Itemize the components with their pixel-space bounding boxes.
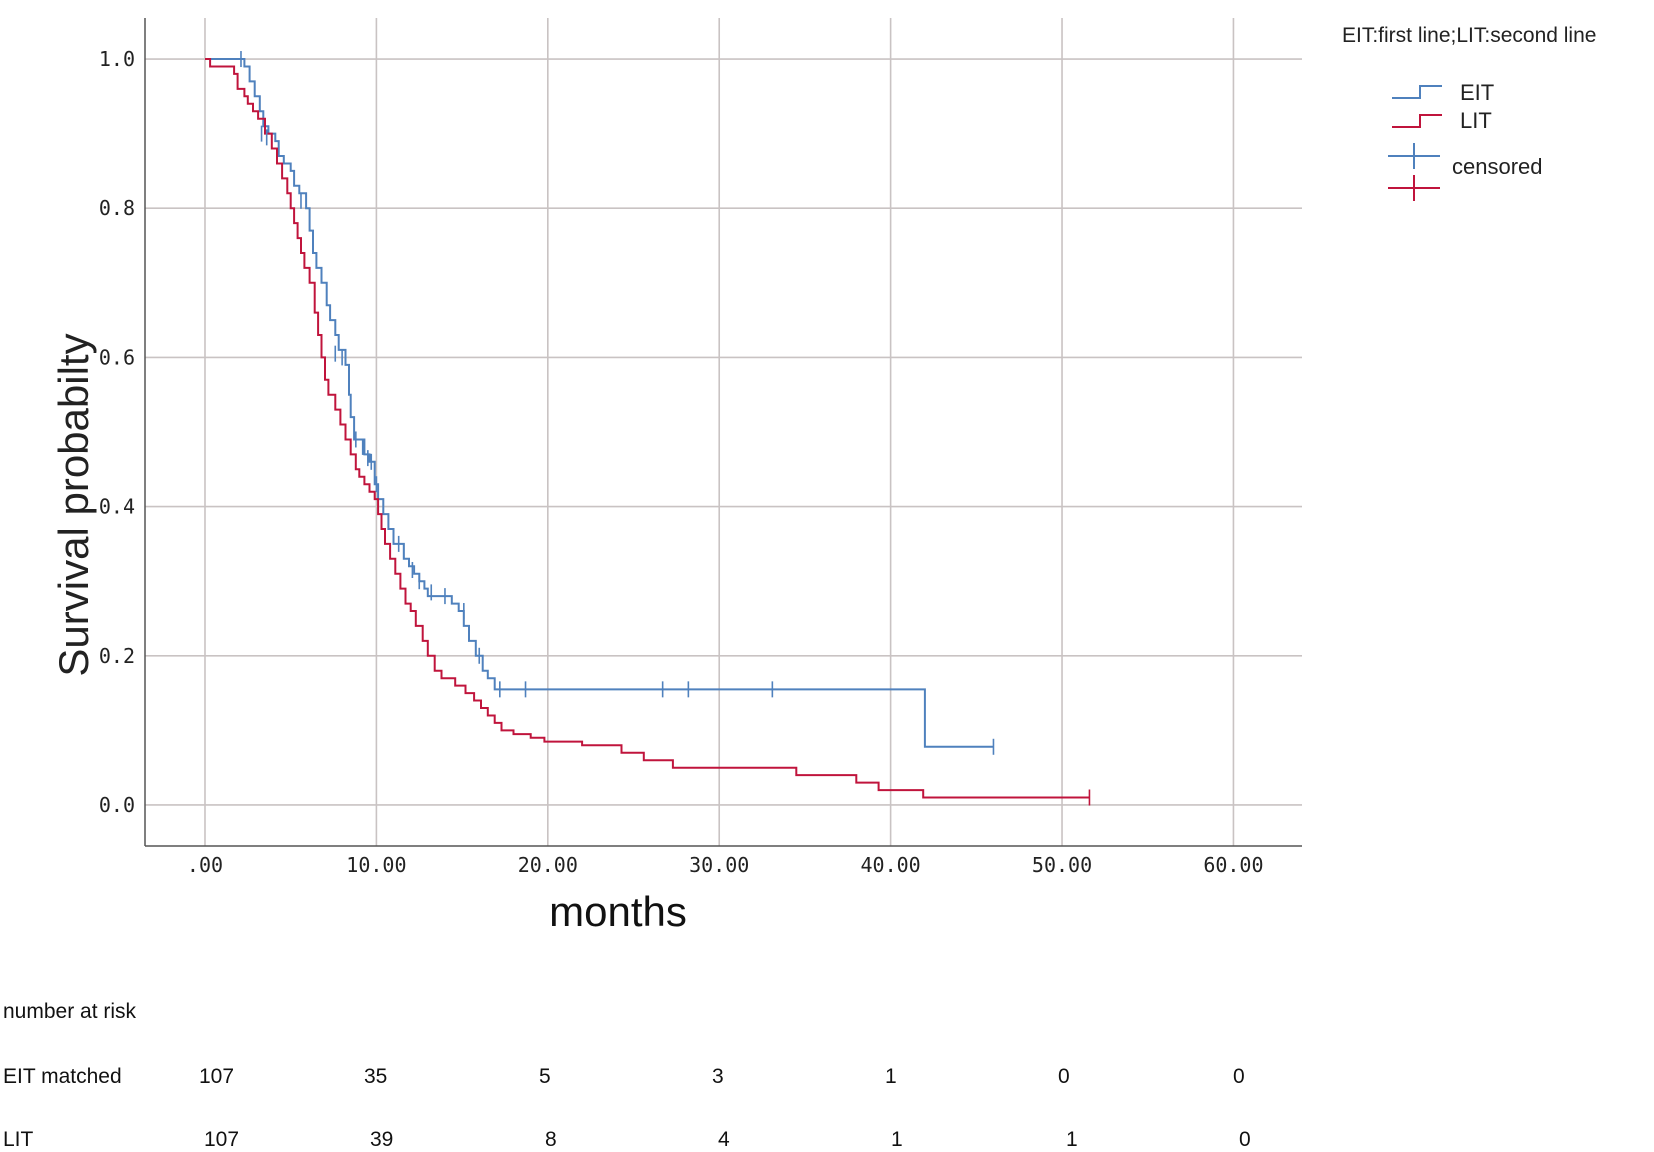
risk-value: 35 [364,1065,388,1088]
survival-curve-lit [205,58,1090,799]
risk-value: 1 [1066,1128,1078,1151]
risk-value: 107 [199,1065,235,1088]
y-tick-label: 0.2 [99,644,135,668]
risk-row-label-eit: EIT matched [3,1065,122,1088]
y-axis-label: Survival probabilty [50,333,97,676]
y-tick-labels: 0.0 0.2 0.4 0.6 0.8 1.0 [99,47,135,817]
y-tick-label: 1.0 [99,47,135,71]
risk-value: 107 [204,1128,240,1151]
km-plot: 0.0 0.2 0.4 0.6 0.8 1.0 .00 10.00 20.00 30.00 40.… [50,18,1596,935]
legend-lit-swatch [1392,114,1442,128]
x-tick-label: 50.00 [1032,853,1092,877]
legend-title: EIT:first line;LIT:second line [1342,24,1596,47]
x-tick-label: 60.00 [1203,853,1263,877]
survival-curve-eit [205,58,994,748]
risk-value: 0 [1239,1128,1251,1151]
risk-table-header: number at risk [3,1000,137,1023]
x-tick-label: .00 [187,853,223,877]
risk-value: 8 [545,1128,557,1151]
legend: EIT:first line;LIT:second line EIT LIT c… [1342,24,1596,201]
y-tick-label: 0.4 [99,495,135,519]
x-tick-label: 10.00 [346,853,406,877]
survival-curves [205,58,1090,799]
x-axis-label: months [549,888,687,935]
risk-value: 5 [539,1065,551,1088]
risk-value: 1 [885,1065,897,1088]
legend-censored-lit-mark [1388,175,1440,201]
legend-eit-swatch [1392,85,1442,99]
y-tick-label: 0.0 [99,793,135,817]
x-tick-label: 40.00 [861,853,921,877]
risk-value: 0 [1233,1065,1245,1088]
censored-marks [240,51,1091,806]
risk-row-label-lit: LIT [3,1128,34,1151]
risk-value: 4 [718,1128,730,1151]
x-tick-label: 20.00 [518,853,578,877]
legend-censored-label: censored [1452,154,1543,179]
risk-value: 0 [1058,1065,1070,1088]
legend-entry-eit: EIT [1460,80,1494,105]
x-tick-labels: .00 10.00 20.00 30.00 40.00 50.00 60.00 [187,853,1264,877]
y-tick-label: 0.6 [99,345,135,369]
risk-value: 3 [712,1065,724,1088]
risk-value: 39 [370,1128,394,1151]
y-tick-label: 0.8 [99,196,135,220]
x-tick-label: 30.00 [689,853,749,877]
legend-entry-lit: LIT [1460,108,1492,133]
plot-axes [144,18,1302,847]
legend-censored-eit-mark [1388,143,1440,169]
risk-value: 1 [891,1128,903,1151]
grid-lines [145,18,1302,846]
